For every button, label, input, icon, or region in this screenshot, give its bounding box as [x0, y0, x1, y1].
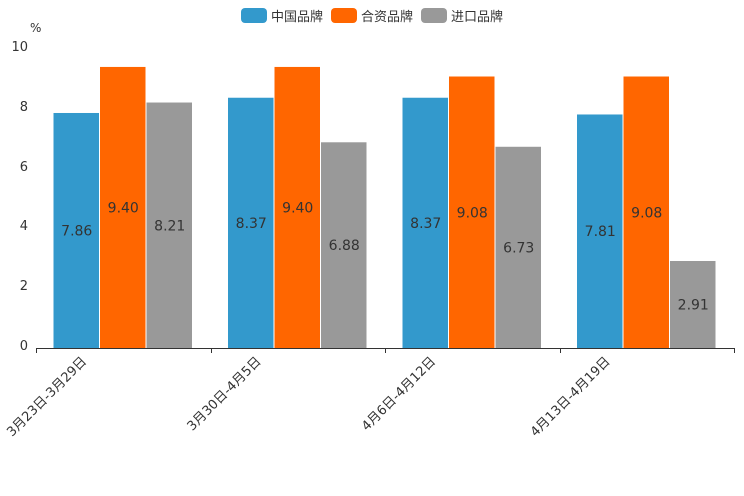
y-tick-label: 10 [11, 40, 28, 55]
y-tick-label: 0 [19, 339, 28, 354]
data-label: 8.37 [410, 216, 441, 232]
legend-swatch-joint-venture-brand [330, 8, 357, 23]
y-axis-unit: % [30, 21, 42, 35]
x-tick-label: 4月13日-4月19日 [528, 354, 614, 440]
legend: 中国品牌 合资品牌 进口品牌 [0, 6, 744, 25]
data-label: 7.81 [585, 224, 616, 240]
data-label: 8.21 [154, 218, 185, 234]
bar[interactable] [53, 112, 100, 349]
data-label: 6.73 [503, 240, 534, 256]
legend-swatch-china-brand [240, 8, 267, 23]
data-label: 6.88 [329, 238, 360, 254]
bar[interactable] [670, 260, 716, 348]
data-label: 9.08 [631, 205, 662, 221]
axes [36, 348, 735, 353]
bar[interactable] [449, 76, 495, 349]
bar[interactable] [146, 102, 193, 348]
legend-label-joint-venture-brand: 合资品牌 [360, 10, 413, 25]
data-label: 8.37 [236, 216, 267, 232]
bar[interactable] [495, 146, 542, 348]
x-tick-label: 4月6日-4月12日 [359, 354, 439, 434]
data-labels: 7.86 9.40 8.21 8.37 9.40 6.88 8.37 9.08 6.73 7.81… [61, 200, 709, 313]
bars [53, 66, 716, 349]
data-label: 9.40 [108, 200, 139, 216]
data-label: 7.86 [61, 223, 92, 239]
x-tick-label: 3月23日-3月29日 [4, 354, 90, 440]
y-tick-label: 6 [19, 159, 28, 175]
x-tick-labels: 3月23日-3月29日 3月30日-4月5日 4月6日-4月12日 4月13日-4月1… [4, 354, 613, 440]
bar[interactable] [100, 66, 146, 348]
bar[interactable] [228, 97, 274, 348]
legend-item-joint-venture-brand[interactable]: 合资品牌 [330, 6, 413, 25]
legend-item-china-brand[interactable]: 中国品牌 [240, 6, 323, 25]
bar[interactable] [623, 76, 670, 349]
data-label: 9.40 [282, 200, 313, 216]
y-tick-label: 8 [19, 99, 28, 115]
legend-label-imported-brand: 进口品牌 [451, 10, 504, 25]
legend-label-china-brand: 中国品牌 [270, 10, 323, 25]
bar[interactable] [402, 97, 449, 348]
bar[interactable] [321, 142, 367, 348]
data-label: 9.08 [457, 205, 488, 221]
legend-swatch-imported-brand [421, 8, 447, 23]
bar[interactable] [577, 114, 623, 348]
y-tick-label: 4 [19, 219, 28, 235]
bar[interactable] [274, 66, 321, 348]
data-label: 2.91 [678, 297, 709, 313]
y-tick-label: 2 [19, 279, 28, 295]
legend-item-imported-brand[interactable]: 进口品牌 [421, 6, 503, 25]
x-tick-label: 3月30日-4月5日 [185, 354, 265, 434]
